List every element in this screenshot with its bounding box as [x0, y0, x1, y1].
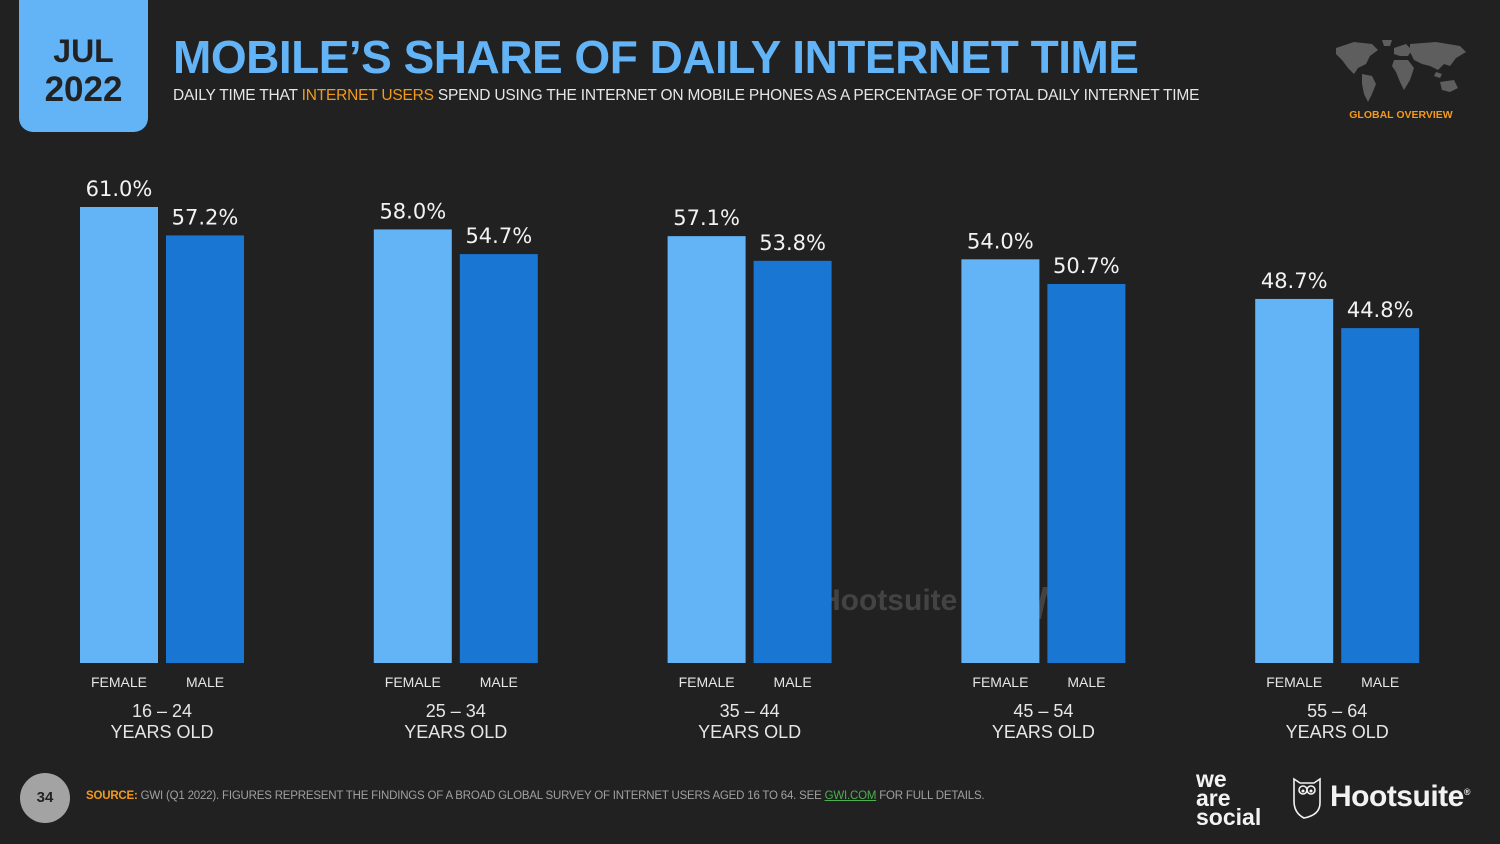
series-label-male: MALE [480, 674, 518, 690]
value-label-female-1: 61.0% [86, 177, 153, 201]
date-year: 2022 [44, 70, 123, 109]
series-label-male: MALE [774, 674, 812, 690]
series-label-female: FEMALE [1266, 674, 1322, 690]
subtitle-post: SPEND USING THE INTERNET ON MOBILE PHONE… [433, 87, 1200, 104]
series-label-female: FEMALE [91, 674, 147, 690]
series-label-male: MALE [1067, 674, 1105, 690]
age-group-suffix: YEARS OLD [698, 722, 801, 742]
age-group-suffix: YEARS OLD [110, 722, 213, 742]
bar-female-1 [80, 207, 158, 663]
world-map-icon [1336, 40, 1466, 102]
source-key: SOURCE: [86, 790, 138, 802]
hootsuite-owl-icon [1293, 777, 1321, 819]
series-label-female: FEMALE [972, 674, 1028, 690]
value-label-male-2: 54.7% [465, 224, 532, 248]
registered-mark: ® [1463, 787, 1471, 797]
value-label-male-3: 53.8% [759, 231, 826, 255]
age-group-suffix: YEARS OLD [992, 722, 1095, 742]
date-month: JUL [53, 33, 114, 69]
logo-was-line: are [1196, 785, 1231, 811]
bar-male-5 [1341, 328, 1420, 663]
bar-female-4 [961, 259, 1040, 663]
we-are-social-logo: we are social [1196, 766, 1262, 830]
source-tail: FOR FULL DETAILS. [876, 790, 985, 802]
value-label-female-4: 54.0% [967, 229, 1034, 253]
series-label-male: MALE [1361, 674, 1399, 690]
age-group-suffix: YEARS OLD [404, 722, 507, 742]
hootsuite-logo-text: Hootsuite [1330, 780, 1464, 813]
age-group-range: 45 – 54 [1013, 701, 1073, 721]
logo-was-line: we [1196, 766, 1227, 792]
bar-male-3 [753, 260, 832, 663]
series-label-female: FEMALE [679, 674, 735, 690]
age-group-range: 25 – 34 [426, 701, 486, 721]
section-label: GLOBAL OVERVIEW [1349, 109, 1453, 121]
value-label-female-5: 48.7% [1261, 269, 1328, 293]
page-title: MOBILE’S SHARE OF DAILY INTERNET TIME [173, 31, 1139, 83]
bar-male-1 [166, 235, 244, 663]
value-label-male-4: 50.7% [1053, 254, 1120, 278]
value-label-male-1: 57.2% [172, 205, 239, 229]
series-label-male: MALE [186, 674, 224, 690]
date-tab: JUL 2022 [19, 0, 148, 132]
series-label-female: FEMALE [385, 674, 441, 690]
age-group-range: 35 – 44 [720, 701, 780, 721]
hootsuite-logo: Hootsuite® [1330, 780, 1470, 814]
source-text: GWI (Q1 2022). FIGURES REPRESENT THE FIN… [137, 790, 825, 802]
bar-male-2 [459, 254, 538, 663]
value-label-male-5: 44.8% [1347, 298, 1414, 322]
subtitle-highlight: INTERNET USERS [301, 87, 434, 104]
bar-female-2 [373, 229, 452, 664]
logo-was-line: social [1196, 804, 1262, 830]
bar-female-3 [667, 236, 746, 663]
value-label-female-2: 58.0% [379, 199, 446, 223]
bars-layer [80, 207, 1420, 664]
source-note: SOURCE: GWI (Q1 2022). FIGURES REPRESENT… [86, 790, 985, 802]
page-subtitle: DAILY TIME THAT INTERNET USERS SPEND USI… [173, 87, 1199, 105]
value-label-female-3: 57.1% [673, 206, 740, 230]
page-number: 34 [20, 773, 70, 823]
age-group-range: 16 – 24 [132, 701, 192, 721]
source-link[interactable]: GWI.COM [824, 790, 877, 802]
bar-male-4 [1047, 283, 1126, 663]
bar-female-5 [1255, 298, 1334, 663]
subtitle-pre: DAILY TIME THAT [173, 87, 302, 104]
age-group-suffix: YEARS OLD [1286, 722, 1389, 742]
age-group-range: 55 – 64 [1307, 701, 1367, 721]
